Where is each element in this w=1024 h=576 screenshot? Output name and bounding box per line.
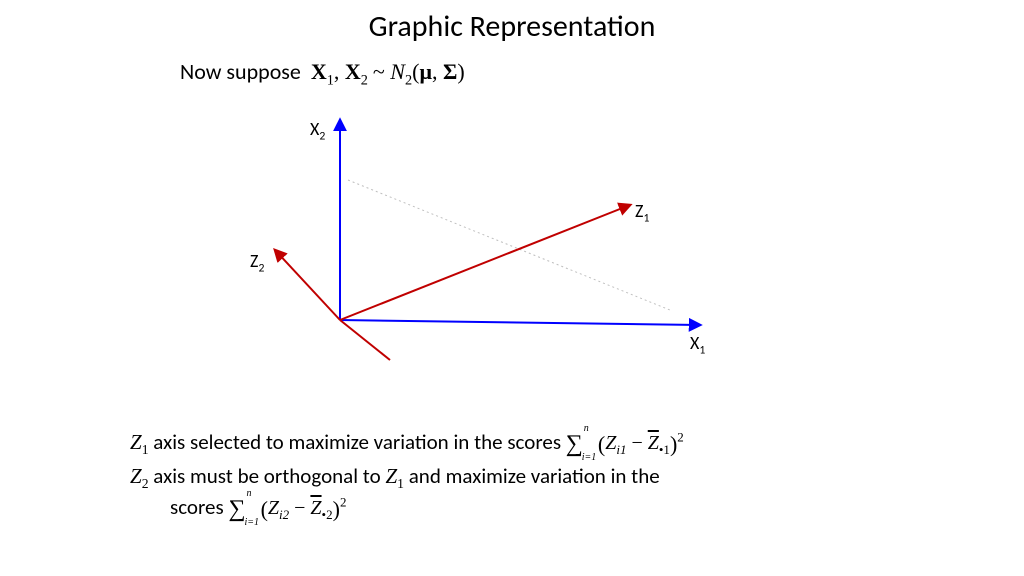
axes-diagram: X2 X1 Z1 Z2 [220,100,740,380]
z1-label: Z1 [635,200,649,226]
axes-svg [220,100,740,380]
z2-axis-down [340,320,390,360]
suppose-prefix: Now suppose [180,58,301,85]
suppose-line: Now suppose X1, X2 ~ N2(μ, Σ) [180,58,465,89]
x2-label: X2 [310,118,325,144]
page-title: Graphic Representation [0,8,1024,45]
z2-label: Z2 [250,250,264,276]
x1-axis [340,320,700,325]
dotted-line [348,180,670,310]
z1-axis [340,205,630,320]
x1-label: X1 [690,332,705,358]
explain-line-1: Z1 axis selected to maximize variation i… [130,428,910,461]
z2-axis-up [275,250,340,320]
explain-line-3: scores ∑ni=1 (Zi2 − Z•2)2 [170,493,950,526]
